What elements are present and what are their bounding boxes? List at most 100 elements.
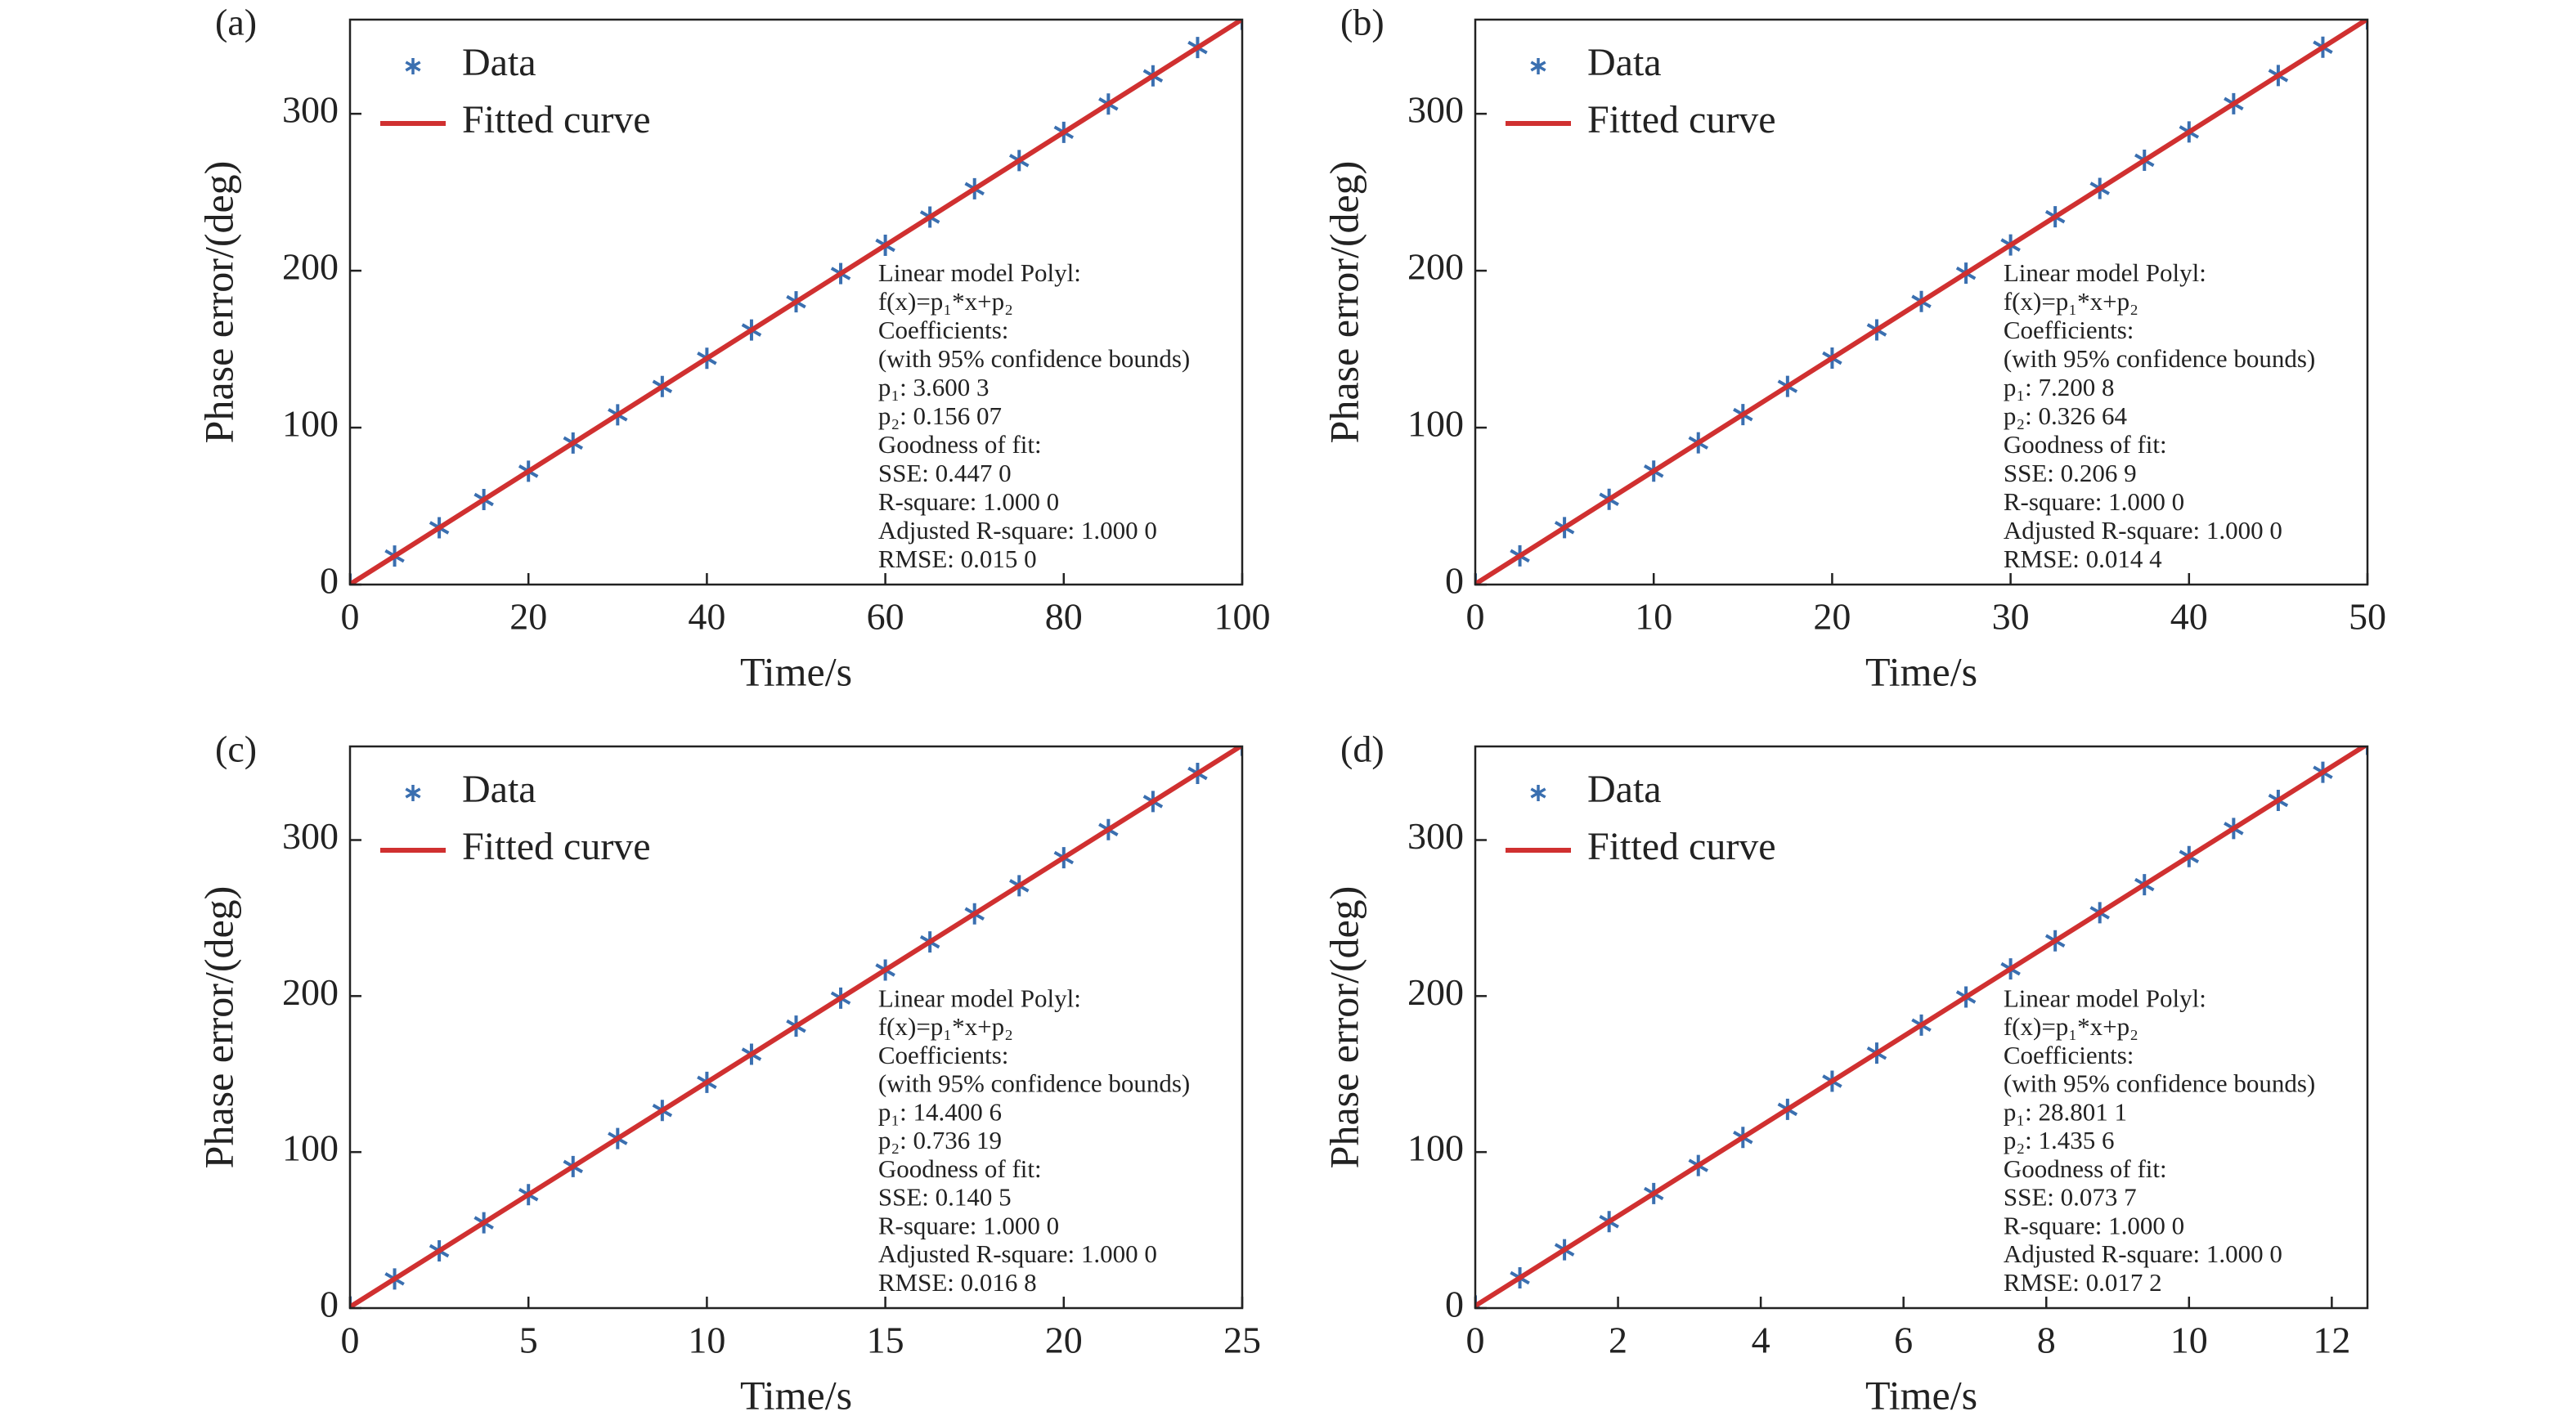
fit-annotation: (with 95% confidence bounds) — [2004, 344, 2315, 373]
y-tick-label: 0 — [320, 560, 339, 602]
y-tick-label: 0 — [320, 1284, 339, 1325]
axes-frame — [348, 18, 1244, 586]
x-tick-label: 6 — [1894, 1320, 1913, 1361]
y-tick-label: 100 — [282, 403, 339, 445]
fit-annotation: Adjusted R-square: 1.000 0 — [878, 516, 1157, 544]
fit-annotation: SSE: 0.206 9 — [2004, 459, 2137, 487]
legend-label: Data — [462, 768, 536, 811]
x-tick-label: 25 — [1223, 1320, 1261, 1361]
fit-annotation: p₁: 3.600 3 — [878, 373, 990, 401]
fit-annotation: (with 95% confidence bounds) — [2004, 1069, 2315, 1098]
legend-label: Data — [1587, 41, 1662, 84]
fit-annotation: Adjusted R-square: 1.000 0 — [878, 1239, 1157, 1268]
fit-annotation: (with 95% confidence bounds) — [878, 1069, 1190, 1098]
x-tick-label: 8 — [2037, 1320, 2056, 1361]
y-tick-label: 200 — [1407, 971, 1464, 1013]
fit-annotation: RMSE: 0.016 8 — [878, 1268, 1037, 1297]
axes-frame — [1474, 18, 2369, 586]
fitted-line — [1475, 20, 2367, 585]
plot-area — [1475, 20, 2367, 585]
x-tick-label: 20 — [1813, 596, 1851, 638]
legend-marker — [1530, 58, 1546, 74]
fit-annotation: Coefficients: — [878, 1041, 1009, 1069]
fit-annotation: RMSE: 0.015 0 — [878, 544, 1037, 573]
x-tick-label: 40 — [688, 596, 725, 638]
x-tick-label: 80 — [1045, 596, 1083, 638]
fit-annotation: SSE: 0.073 7 — [2004, 1183, 2137, 1212]
plot-area — [350, 746, 1242, 1308]
y-tick-label: 300 — [282, 89, 339, 131]
fit-annotation: SSE: 0.140 5 — [878, 1183, 1012, 1212]
fit-annotation: Goodness of fit: — [2004, 1154, 2167, 1183]
legend-label: Data — [462, 41, 536, 84]
fit-annotation: p₁: 28.801 1 — [2004, 1097, 2127, 1126]
x-tick-label: 60 — [867, 596, 904, 638]
x-tick-label: 0 — [1466, 596, 1485, 638]
x-tick-label: 4 — [1752, 1320, 1770, 1361]
x-tick-label: 0 — [341, 1320, 360, 1361]
fit-annotation: Coefficients: — [2004, 316, 2134, 344]
x-tick-label: 50 — [2349, 596, 2386, 638]
legend-marker — [405, 58, 421, 74]
fit-annotation: Linear model Polyl: — [2004, 984, 2206, 1012]
y-tick-label: 200 — [1407, 246, 1464, 288]
legend-label: Fitted curve — [1587, 98, 1776, 141]
fit-annotation: p₁: 14.400 6 — [878, 1097, 1002, 1126]
x-tick-label: 0 — [341, 596, 360, 638]
y-tick-label: 100 — [1407, 1127, 1464, 1169]
fit-annotation: Linear model Polyl: — [2004, 258, 2206, 287]
x-axis-title: Time/s — [740, 1372, 852, 1418]
fit-annotation: Goodness of fit: — [878, 1154, 1042, 1183]
y-tick-label: 300 — [1407, 89, 1464, 131]
x-tick-label: 20 — [509, 596, 547, 638]
y-tick-label: 0 — [1445, 560, 1464, 602]
panel-label: (c) — [215, 728, 257, 770]
axes-frame — [348, 745, 1244, 1310]
x-tick-label: 40 — [2170, 596, 2208, 638]
fit-annotation: Adjusted R-square: 1.000 0 — [2004, 1239, 2282, 1268]
y-tick-label: 300 — [282, 815, 339, 857]
x-tick-label: 20 — [1045, 1320, 1083, 1361]
fit-annotation: p₂: 0.326 64 — [2004, 401, 2128, 430]
y-tick-label: 100 — [1407, 403, 1464, 445]
fit-annotation: R-square: 1.000 0 — [2004, 487, 2184, 516]
fit-annotation: Goodness of fit: — [2004, 430, 2167, 459]
fitted-line — [350, 746, 1242, 1308]
y-tick-label: 200 — [282, 246, 339, 288]
panel: 0 10 20 30 40 50 0 100 200 300 Time/s Phase error/(… — [1321, 2, 2386, 695]
x-tick-label: 15 — [867, 1320, 904, 1361]
fit-annotation: p₂: 0.736 19 — [878, 1126, 1002, 1154]
x-tick-label: 0 — [1466, 1320, 1485, 1361]
fit-annotation: Linear model Polyl: — [878, 984, 1081, 1012]
y-axis-title: Phase error/(deg) — [195, 886, 241, 1169]
panel-label: (a) — [215, 2, 257, 43]
fit-annotation: Linear model Polyl: — [878, 258, 1081, 287]
fit-annotation: Coefficients: — [2004, 1041, 2134, 1069]
x-tick-label: 5 — [519, 1320, 538, 1361]
y-tick-label: 100 — [282, 1127, 339, 1169]
y-axis-title: Phase error/(deg) — [1321, 161, 1367, 444]
fit-annotation: R-square: 1.000 0 — [878, 1211, 1059, 1239]
fit-annotation: f(x)=p₁*x+p₂ — [878, 287, 1013, 316]
fit-annotation: f(x)=p₁*x+p₂ — [878, 1012, 1013, 1041]
plot-area — [1475, 746, 2367, 1308]
fit-annotation: (with 95% confidence bounds) — [878, 344, 1190, 373]
x-tick-label: 12 — [2313, 1320, 2350, 1361]
x-axis-title: Time/s — [1865, 648, 1977, 694]
fit-annotation: SSE: 0.447 0 — [878, 459, 1012, 487]
fit-annotation: p₂: 0.156 07 — [878, 401, 1002, 430]
y-tick-label: 0 — [1445, 1284, 1464, 1325]
fit-annotation: RMSE: 0.017 2 — [2004, 1268, 2162, 1297]
panel: 0 2 4 6 8 10 12 0 100 200 300 Time/s Phase error/(de… — [1321, 728, 2369, 1418]
fitted-line — [350, 20, 1242, 585]
fit-annotation: f(x)=p₁*x+p₂ — [2004, 287, 2138, 316]
fit-annotation: RMSE: 0.014 4 — [2004, 544, 2162, 573]
y-axis-title: Phase error/(deg) — [1321, 886, 1367, 1169]
fit-annotation: p₂: 1.435 6 — [2004, 1126, 2115, 1154]
x-tick-label: 10 — [688, 1320, 725, 1361]
legend-marker — [405, 785, 421, 801]
panel: 0 20 40 60 80 100 0 100 200 300 Time/s Phase error/… — [195, 2, 1270, 695]
fit-annotation: Coefficients: — [878, 316, 1009, 344]
panel-label: (d) — [1340, 728, 1384, 770]
